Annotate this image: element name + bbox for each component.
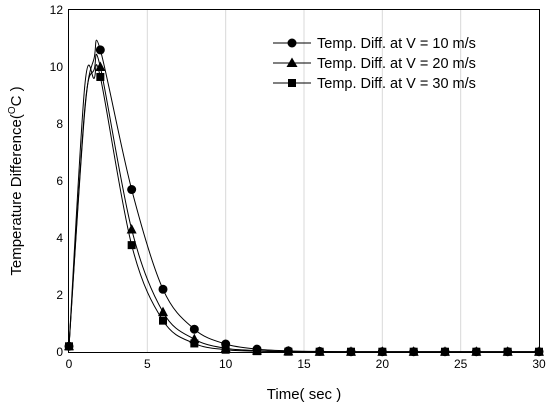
x-tick-label: 0 [66,357,73,371]
legend-marker-square [288,79,296,87]
legend-marker-circle [287,38,297,48]
y-tick-label: 8 [56,117,63,131]
legend-marker-triangle [286,57,298,67]
legend-item-v20: Temp. Diff. at V = 20 m/s [273,56,476,72]
y-tick-label: 10 [50,60,64,74]
y-tick-label: 12 [50,3,64,17]
marker-square-s3 [409,347,418,356]
marker-square-s3 [441,347,449,356]
marker-square-s3 [378,347,387,356]
y-axis-title-degree: O [7,106,18,114]
marker-square-s3 [472,347,481,356]
x-tick-label: 30 [532,357,546,371]
marker-circle-s1 [189,324,199,334]
legend-label-v10: Temp. Diff. at V = 10 m/s [317,36,476,52]
legend-item-v10: Temp. Diff. at V = 10 m/s [273,36,476,52]
plot-frame [68,9,540,353]
marker-square-s3 [284,347,293,356]
x-axis-title: Time( sec ) [267,386,341,403]
y-tick-label: 6 [56,174,63,188]
marker-square-s3 [315,347,324,356]
marker-square-s3 [221,345,230,354]
marker-square-s3 [127,241,136,250]
x-tick-label: 10 [219,357,233,371]
legend-label-v20: Temp. Diff. at V = 20 m/s [317,56,476,72]
legend-label-v30: Temp. Diff. at V = 30 m/s [317,76,476,92]
y-axis-title-text: Temperature Difference( [8,114,25,275]
legend-item-v30: Temp. Diff. at V = 30 m/s [273,76,476,92]
series-markers [64,45,544,357]
marker-square-s3 [96,72,105,81]
y-axis-title-unit: C ) [8,86,25,106]
marker-triangle-s2 [126,223,137,234]
x-tick-label: 5 [144,357,151,371]
y-axis-title: Temperature Difference(OC ) [7,86,25,275]
marker-square-s3 [347,347,355,356]
y-tick-label: 2 [56,288,63,302]
marker-triangle-s2 [95,61,106,71]
y-tick-label: 0 [56,345,63,359]
marker-triangle-s2 [158,306,168,317]
marker-square-s3 [253,347,261,356]
marker-square-s3 [503,347,512,356]
marker-circle-s1 [95,45,105,55]
x-tick-label: 15 [297,357,311,371]
marker-square-s3 [159,316,167,325]
x-tick-label: 20 [376,357,390,371]
tick-labels: 0 5 10 15 20 25 30 0 2 4 6 8 10 12 [50,3,546,371]
marker-circle-s1 [158,284,168,294]
x-tick-label: 25 [454,357,468,371]
legend: Temp. Diff. at V = 10 m/s Temp. Diff. at… [273,36,476,92]
grid-lines [146,10,462,352]
marker-square-s3 [190,339,199,348]
y-tick-label: 4 [56,231,63,245]
marker-circle-s1 [127,185,137,195]
